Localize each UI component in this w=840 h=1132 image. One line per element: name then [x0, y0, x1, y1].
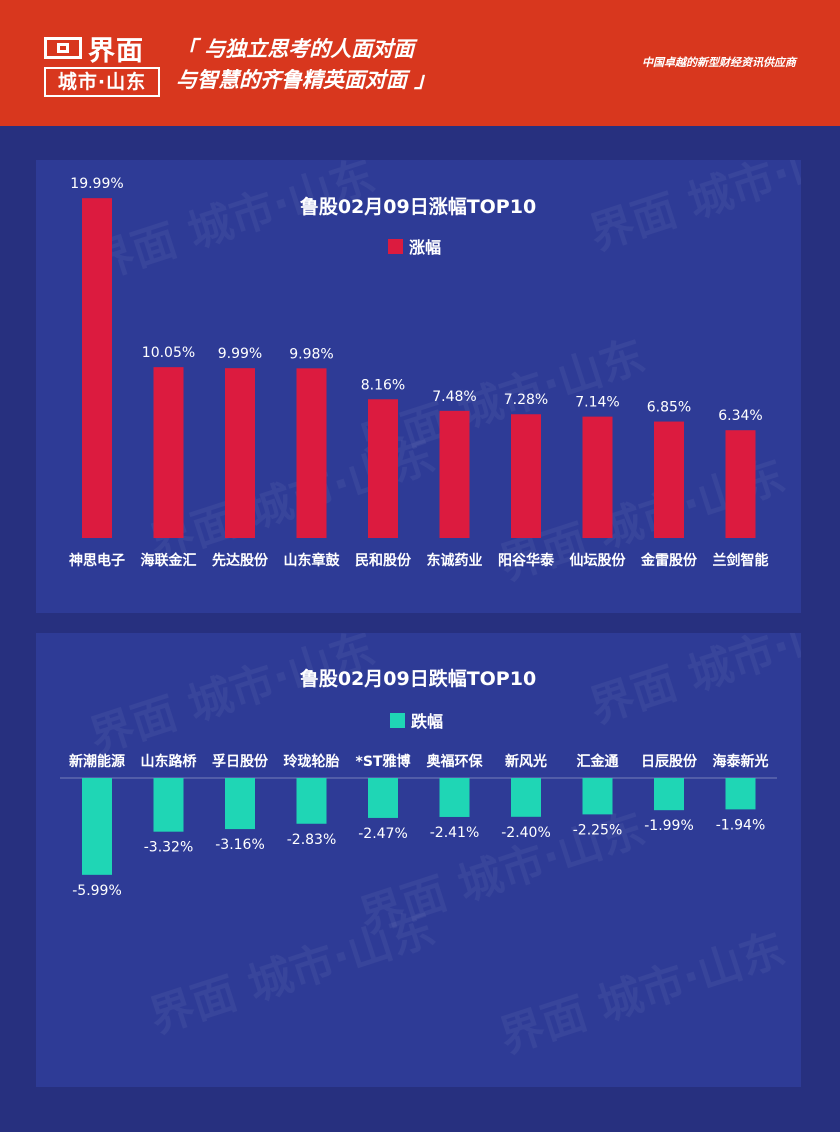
- gain-category-label-3: 山东章鼓: [284, 552, 341, 569]
- gain-bar-0: [82, 198, 112, 539]
- header-banner: 界面 城市·山东 「 与独立思考的人面对面 与智慧的齐鲁精英面对面 」 中国卓越…: [0, 0, 840, 126]
- loss-watermark-0: 界面 城市·山东: [84, 633, 381, 763]
- gain-watermark-2: 界面 城市·山东: [584, 160, 801, 260]
- loss-data-label-8: -1.99%: [644, 818, 694, 834]
- loss-bar-2: [225, 778, 255, 830]
- loss-data-label-2: -3.16%: [215, 837, 265, 853]
- logo-top-text: 界面: [88, 35, 144, 67]
- gain-data-label-7: 7.14%: [575, 395, 619, 411]
- gain-data-label-6: 7.28%: [504, 392, 548, 408]
- loss-bar-1: [153, 778, 184, 832]
- loss-category-label-2: 孚日股份: [212, 753, 269, 770]
- logo-bottom-text: 城市·山东: [44, 67, 160, 97]
- gain-watermark-0: 界面 城市·山东: [84, 160, 381, 290]
- loss-bar-4: [368, 778, 398, 818]
- loss-category-label-6: 新风光: [505, 753, 547, 770]
- loss-legend-swatch: [390, 713, 405, 728]
- loss-category-label-5: 奥福环保: [427, 753, 484, 770]
- gain-legend-swatch: [388, 239, 403, 254]
- loss-category-label-8: 日辰股份: [641, 753, 698, 770]
- gain-bar-5: [439, 410, 470, 538]
- loss-data-label-1: -3.32%: [144, 840, 194, 856]
- gain-data-label-8: 6.85%: [647, 400, 691, 416]
- loss-category-label-7: 汇金通: [577, 753, 619, 770]
- loss-bar-8: [654, 778, 684, 811]
- gain-data-label-9: 6.34%: [718, 408, 762, 424]
- loss-category-label-9: 海泰新光: [713, 753, 769, 770]
- loss-category-label-1: 山东路桥: [141, 753, 198, 770]
- gain-data-label-4: 8.16%: [361, 377, 405, 393]
- loss-chart-title: 鲁股02月09日跌幅TOP10: [299, 667, 536, 690]
- loss-watermark-4: 界面 城市·山东: [494, 923, 791, 1063]
- gain-category-label-0: 神思电子: [69, 552, 125, 569]
- gain-data-label-2: 9.99%: [218, 346, 262, 362]
- gain-bar-1: [153, 367, 184, 538]
- gain-bar-7: [582, 416, 613, 538]
- gain-data-label-1: 10.05%: [142, 345, 195, 361]
- gain-data-label-3: 9.98%: [289, 346, 333, 362]
- gain-category-label-8: 金雷股份: [640, 552, 698, 569]
- gain-bar-3: [296, 368, 327, 538]
- loss-data-label-9: -1.94%: [716, 817, 766, 833]
- loss-legend-label: 跌幅: [411, 712, 443, 731]
- gain-category-label-6: 阳谷华泰: [498, 552, 555, 569]
- loss-data-label-3: -2.83%: [287, 832, 337, 848]
- gain-category-label-1: 海联金汇: [141, 552, 197, 569]
- loss-data-label-0: -5.99%: [72, 883, 122, 899]
- loss-bar-7: [582, 778, 613, 815]
- brand-logo: 界面 城市·山东: [44, 33, 160, 99]
- loss-watermark-2: 界面 城市·山东: [584, 633, 801, 733]
- gain-bar-9: [725, 430, 756, 538]
- slogan: 「 与独立思考的人面对面 与智慧的齐鲁精英面对面 」: [176, 34, 435, 96]
- loss-bar-0: [82, 778, 112, 875]
- gain-chart-panel: 界面 城市·山东 界面 城市·山东 界面 城市·山东 界面 城市·山东 界面 城市·山东…: [36, 160, 801, 613]
- gain-chart-title: 鲁股02月09日涨幅TOP10: [299, 195, 536, 218]
- loss-bar-6: [511, 778, 541, 817]
- logo-icon: [44, 37, 82, 59]
- gain-bar-4: [368, 399, 398, 538]
- loss-watermark-3: 界面 城市·山东: [144, 903, 441, 1043]
- slogan-line-1: 「 与独立思考的人面对面: [176, 37, 415, 61]
- gain-bar-8: [654, 421, 684, 538]
- loss-chart-panel: 界面 城市·山东 界面 城市·山东 界面 城市·山东 界面 城市·山东 界面 城市·山东…: [36, 633, 801, 1087]
- gain-category-label-9: 兰剑智能: [713, 552, 769, 569]
- tagline: 中国卓越的新型财经资讯供应商: [642, 56, 796, 69]
- gain-data-label-5: 7.48%: [432, 389, 476, 405]
- loss-category-label-3: 玲珑轮胎: [284, 753, 340, 770]
- gain-data-label-0: 19.99%: [70, 176, 123, 192]
- loss-data-label-6: -2.40%: [501, 825, 551, 841]
- loss-data-label-4: -2.47%: [358, 826, 408, 842]
- gain-legend-label: 涨幅: [409, 238, 441, 257]
- gain-category-label-2: 先达股份: [212, 552, 269, 569]
- loss-bar-3: [296, 778, 327, 824]
- loss-bar-9: [725, 778, 756, 810]
- slogan-line-2: 与智慧的齐鲁精英面对面 」: [176, 68, 436, 92]
- loss-data-label-7: -2.25%: [573, 822, 623, 838]
- gain-category-label-4: 民和股份: [355, 552, 412, 569]
- loss-data-label-5: -2.41%: [430, 825, 480, 841]
- loss-category-label-4: *ST雅博: [356, 753, 411, 770]
- gain-category-label-5: 东诚药业: [427, 552, 483, 569]
- loss-bar-5: [439, 778, 470, 817]
- gain-category-label-7: 仙坛股份: [570, 552, 627, 569]
- gain-bar-2: [225, 368, 255, 538]
- gain-bar-6: [511, 414, 541, 538]
- loss-category-label-0: 新潮能源: [69, 753, 125, 770]
